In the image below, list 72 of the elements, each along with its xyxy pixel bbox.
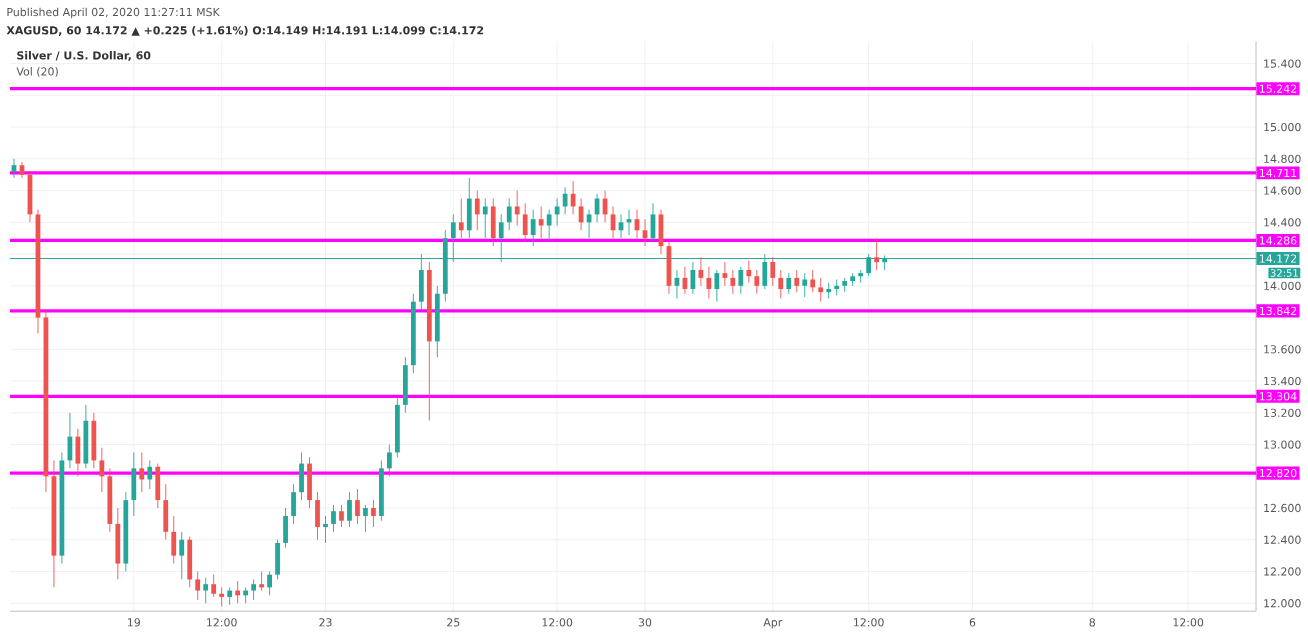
candlestick	[251, 579, 257, 601]
candlestick	[299, 452, 304, 501]
candlestick	[506, 198, 512, 231]
candlestick	[722, 261, 728, 287]
candlestick	[131, 452, 137, 517]
candlestick	[474, 190, 480, 231]
candlestick	[754, 269, 760, 295]
candlestick	[546, 209, 552, 242]
candlestick	[562, 186, 568, 215]
candlestick	[538, 206, 544, 239]
candlestick	[794, 269, 800, 293]
candlestick	[786, 272, 792, 295]
candlestick	[858, 269, 864, 284]
candlestick	[554, 198, 560, 226]
candlestick	[514, 190, 520, 226]
candlestick	[802, 272, 808, 298]
candlestick	[275, 539, 280, 580]
candlestick	[355, 488, 360, 525]
candlestick	[730, 269, 736, 295]
candlestick	[155, 463, 161, 509]
candlestick	[371, 499, 376, 528]
candlestick	[323, 515, 328, 544]
candlestick	[203, 577, 209, 604]
candlestick	[394, 396, 400, 458]
candlestick	[291, 483, 296, 525]
candlestick	[810, 269, 816, 293]
candlestick	[195, 571, 201, 601]
candlestick	[139, 452, 145, 493]
candlestick	[99, 447, 105, 493]
candlestick	[379, 459, 384, 522]
candlestick	[147, 459, 153, 490]
candlestick	[522, 202, 528, 242]
candlestick	[738, 266, 744, 295]
candlestick	[826, 282, 832, 299]
candlestick	[402, 356, 408, 414]
candlestick	[315, 491, 320, 541]
candlestick	[171, 515, 177, 565]
candlestick	[706, 266, 712, 299]
candlestick	[211, 574, 217, 598]
candlestick	[179, 531, 185, 580]
candlestick	[818, 277, 824, 303]
candlestick	[187, 536, 193, 588]
candlestick	[778, 269, 784, 299]
candlestick	[834, 279, 840, 296]
candlestick	[490, 198, 496, 247]
candlestick	[363, 504, 368, 533]
candlestick	[83, 404, 89, 469]
candlestick	[530, 209, 536, 247]
candlestick	[91, 412, 97, 469]
candlestick	[331, 504, 336, 533]
candlestick	[770, 256, 776, 287]
candlestick	[746, 259, 752, 284]
candlestick	[466, 177, 472, 239]
candlestick	[570, 180, 576, 215]
candlestick	[347, 491, 352, 528]
candlestick	[115, 507, 121, 580]
candlestick	[458, 198, 464, 239]
candlestick	[307, 456, 312, 509]
candlestick	[107, 467, 113, 533]
candlestick	[387, 444, 392, 477]
candlestick	[163, 483, 169, 541]
candlestick	[283, 507, 288, 549]
candlestick	[267, 571, 272, 596]
candlestick	[874, 237, 880, 271]
candlestick	[339, 504, 344, 528]
candlestick	[259, 571, 264, 592]
candlestick	[714, 269, 720, 303]
candlestick	[75, 428, 81, 477]
candlestick	[11, 158, 17, 179]
candlestick	[219, 586, 225, 607]
candlestick	[482, 198, 488, 239]
candlestick	[434, 285, 440, 358]
